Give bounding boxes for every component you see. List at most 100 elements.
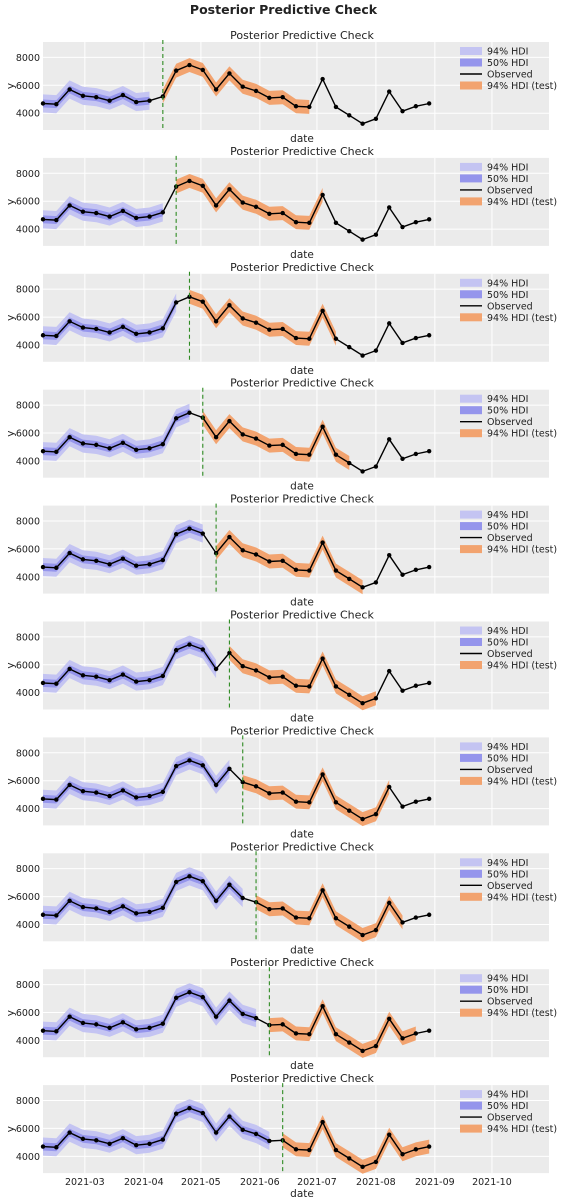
panel-title: Posterior Predictive Check [230,261,374,274]
legend-swatch [460,869,482,878]
ytick-label: 6000 [16,81,40,92]
observed-point [373,348,379,353]
observed-point [160,789,166,795]
observed-point [373,696,379,701]
observed-point [107,446,112,451]
test-hdi94-band [162,58,310,114]
observed-point [240,1127,245,1132]
observed-point [400,1152,405,1157]
ytick-label: 8000 [16,864,40,875]
observed-point [373,116,379,122]
legend-swatch [460,162,482,171]
observed-line [42,64,430,125]
ylabel: y [5,431,17,437]
observed-line [42,875,430,936]
ytick-label: 4000 [16,572,40,583]
observed-point [67,898,72,903]
observed-point [147,446,152,451]
observed-point [160,441,166,447]
observed-line [42,1107,430,1168]
ytick-label: 4000 [16,341,40,352]
observed-point [107,98,112,103]
observed-point [360,701,365,706]
legend-swatch [460,406,482,415]
observed-point [307,104,312,110]
ytick-label: 4000 [16,688,40,699]
observed-point [280,674,285,679]
panel-1: Posterior Predictive Check 4000 6000 8000 y d… [5,29,557,145]
observed-point [67,782,72,788]
hdi50-band [43,1104,270,1152]
ytick-label: 8000 [16,516,40,527]
legend-label: Observed [487,765,533,776]
observed-point [387,552,392,558]
observed-point [347,460,352,466]
observed-point [54,565,59,570]
legend-label: Observed [487,649,533,660]
observed-point [307,1147,312,1153]
observed-point [134,911,139,916]
observed-point [187,178,192,184]
observed-point [67,319,72,324]
observed-point [80,441,86,446]
observed-point [253,1131,259,1137]
panel-10: Posterior Predictive Check 4000 6000 8000 y 2… [5,1072,557,1200]
panel-title: Posterior Predictive Check [230,609,374,622]
ylabel: y [5,199,17,205]
legend-label: Observed [487,185,533,196]
test-hdi94-band [242,767,390,827]
observed-point [413,1147,419,1152]
observed-point [147,1025,152,1031]
observed-point [320,192,325,198]
observed-point [387,668,392,674]
observed-point [280,558,285,563]
legend-swatch [460,985,482,994]
observed-point [253,204,259,209]
observed-point [120,556,126,561]
observed-point [40,796,46,802]
observed-point [387,437,392,442]
test-hdi94-band [202,410,350,470]
observed-point [187,874,192,879]
xlabel: date [290,1188,314,1200]
observed-point [426,564,432,570]
observed-point [200,763,205,768]
observed-point [333,452,339,457]
observed-point [360,932,365,938]
observed-point [333,800,339,805]
observed-point [94,906,99,911]
ytick-label: 6000 [16,892,40,903]
observed-point [54,1029,59,1034]
observed-point [94,558,99,563]
xtick-label: 2021-03 [65,1177,105,1188]
legend-label: 94% HDI (test) [487,1008,557,1019]
observed-point [293,1031,299,1036]
observed-point [426,333,432,338]
observed-point [280,210,285,216]
observed-point [387,900,392,906]
observed-point [307,800,312,805]
observed-point [213,203,219,208]
observed-point [267,791,272,796]
observed-point [173,647,179,653]
legend-label: 50% HDI [487,869,528,880]
observed-point [400,688,405,693]
observed-point [387,784,392,790]
observed-point [240,548,245,553]
legend-swatch [460,1124,482,1133]
observed-point [333,104,339,110]
xtick-label: 2021-09 [415,1177,455,1188]
legend-label: Observed [487,417,533,428]
observed-point [333,336,339,341]
observed-point [213,434,219,440]
legend-label: Observed [487,533,533,544]
observed-point [347,808,352,813]
observed-point [67,87,72,92]
observed-point [320,772,325,777]
observed-point [240,84,245,89]
observed-point [373,927,379,933]
panel-9: Posterior Predictive Check 4000 6000 8000 y d… [5,956,557,1072]
observed-point [280,94,285,100]
